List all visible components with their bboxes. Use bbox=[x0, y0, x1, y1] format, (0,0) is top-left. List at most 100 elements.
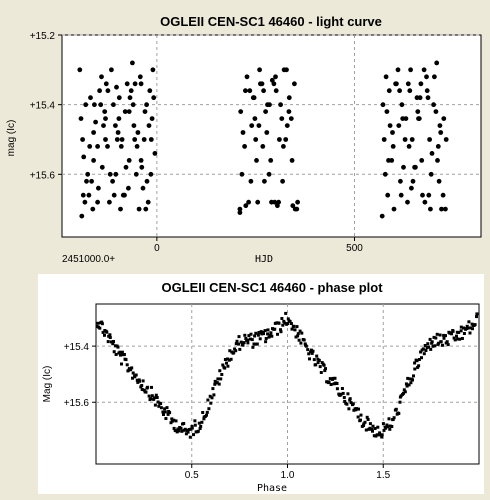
light-curve-point bbox=[84, 178, 89, 184]
light-curve-gridlines bbox=[62, 34, 481, 237]
phase-plot-point bbox=[153, 403, 157, 407]
light-curve-point bbox=[113, 123, 118, 128]
phase-plot-point bbox=[273, 327, 277, 331]
phase-plot-point bbox=[279, 328, 282, 332]
phase-plot-point bbox=[161, 410, 165, 414]
phase-plot-point bbox=[385, 423, 389, 427]
phase-plot-x-ticks: 0.5 1.0 1.5 bbox=[185, 464, 391, 481]
phase-plot-point bbox=[223, 366, 227, 370]
phase-plot-point bbox=[411, 378, 414, 382]
light-curve-point bbox=[395, 67, 401, 73]
phase-plot-point bbox=[118, 350, 122, 354]
phase-plot-point bbox=[233, 347, 237, 351]
light-curve-point bbox=[435, 144, 441, 149]
phase-plot-point bbox=[416, 365, 420, 369]
light-curve-point bbox=[382, 171, 388, 177]
light-curve-point bbox=[114, 84, 119, 90]
phase-plot-point bbox=[311, 349, 315, 353]
phase-plot-point bbox=[212, 393, 216, 397]
phase-plot-point bbox=[409, 381, 413, 385]
phase-plot-point bbox=[170, 417, 174, 421]
light-curve-point bbox=[277, 137, 282, 142]
phase-plot-point bbox=[462, 326, 465, 330]
phase-plot-point bbox=[428, 337, 432, 341]
light-curve-point bbox=[263, 109, 268, 114]
phase-plot-point bbox=[295, 325, 299, 329]
phase-plot-point bbox=[457, 331, 461, 334]
light-curve-point bbox=[124, 81, 130, 87]
phase-plot-point bbox=[402, 391, 405, 395]
phase-plot-point bbox=[255, 342, 259, 346]
phase-plot-point bbox=[280, 317, 284, 320]
phase-plot-point bbox=[299, 341, 303, 345]
light-curve-point bbox=[397, 88, 402, 94]
phase-plot-point bbox=[394, 407, 398, 411]
phase-plot-point bbox=[165, 406, 169, 410]
phase-plot-point bbox=[351, 402, 355, 406]
phase-plot-point bbox=[251, 345, 255, 349]
phase-plot-point bbox=[187, 428, 191, 431]
light-curve-point bbox=[109, 67, 114, 73]
light-curve-y-tick-label: +15.4 bbox=[30, 101, 56, 112]
phase-plot-point bbox=[308, 357, 311, 361]
phase-plot-point bbox=[152, 397, 156, 401]
phase-plot-point bbox=[179, 426, 183, 430]
light-curve-point bbox=[253, 137, 259, 142]
phase-plot-point bbox=[100, 322, 104, 326]
phase-plot-point bbox=[292, 324, 296, 328]
phase-plot-point bbox=[140, 388, 144, 391]
light-curve-point bbox=[111, 192, 117, 198]
light-curve-point bbox=[380, 102, 386, 108]
phase-plot-point bbox=[343, 399, 347, 403]
phase-plot-point bbox=[192, 433, 195, 437]
phase-plot-point bbox=[459, 329, 463, 333]
phase-plot-point bbox=[266, 328, 270, 332]
phase-plot-point bbox=[177, 429, 181, 433]
phase-plot-point bbox=[370, 427, 374, 431]
light-curve-point bbox=[139, 164, 145, 170]
light-curve-point bbox=[279, 116, 285, 121]
light-curve-point bbox=[240, 130, 246, 135]
phase-plot-point bbox=[200, 420, 204, 424]
phase-plot-point bbox=[304, 344, 308, 348]
phase-plot-point bbox=[136, 380, 140, 384]
phase-plot-point bbox=[456, 337, 460, 341]
phase-plot-point bbox=[157, 404, 161, 408]
phase-plot-point bbox=[244, 337, 248, 340]
phase-plot-point bbox=[176, 427, 180, 431]
light-curve-point bbox=[116, 116, 122, 121]
phase-plot-point bbox=[116, 345, 120, 349]
light-curve-point bbox=[386, 88, 392, 94]
phase-plot-point bbox=[101, 330, 105, 334]
light-curve-point bbox=[257, 67, 262, 73]
phase-plot-point bbox=[341, 391, 345, 395]
phase-plot-point bbox=[473, 323, 477, 327]
light-curve-point bbox=[243, 203, 249, 209]
phase-plot-point bbox=[226, 357, 229, 361]
phase-plot-point bbox=[386, 425, 390, 429]
light-curve-point bbox=[151, 95, 157, 101]
phase-plot-point bbox=[378, 433, 382, 437]
phase-plot-point bbox=[235, 339, 239, 343]
phase-plot-point bbox=[475, 315, 478, 319]
phase-plot-point bbox=[223, 358, 227, 361]
phase-plot-point bbox=[140, 384, 144, 387]
phase-plot-point bbox=[348, 397, 352, 401]
phase-plot-y-axis-label: Mag (Ic) bbox=[42, 366, 53, 403]
phase-plot-point bbox=[129, 368, 133, 372]
phase-plot-point bbox=[196, 429, 200, 433]
light-curve-point bbox=[410, 178, 416, 184]
phase-plot-point bbox=[162, 413, 165, 416]
phase-plot-point bbox=[133, 375, 137, 379]
phase-plot-point bbox=[419, 350, 423, 354]
phase-plot-point bbox=[105, 330, 109, 334]
light-curve-point bbox=[132, 81, 138, 87]
phase-plot-point bbox=[281, 323, 285, 327]
phase-plot-point bbox=[318, 365, 322, 369]
phase-plot-point bbox=[371, 429, 374, 433]
phase-plot-point bbox=[229, 357, 233, 361]
light-curve-point bbox=[416, 116, 421, 121]
phase-plot-point bbox=[144, 390, 148, 394]
phase-plot-point bbox=[183, 427, 187, 431]
light-curve-point bbox=[409, 185, 414, 191]
